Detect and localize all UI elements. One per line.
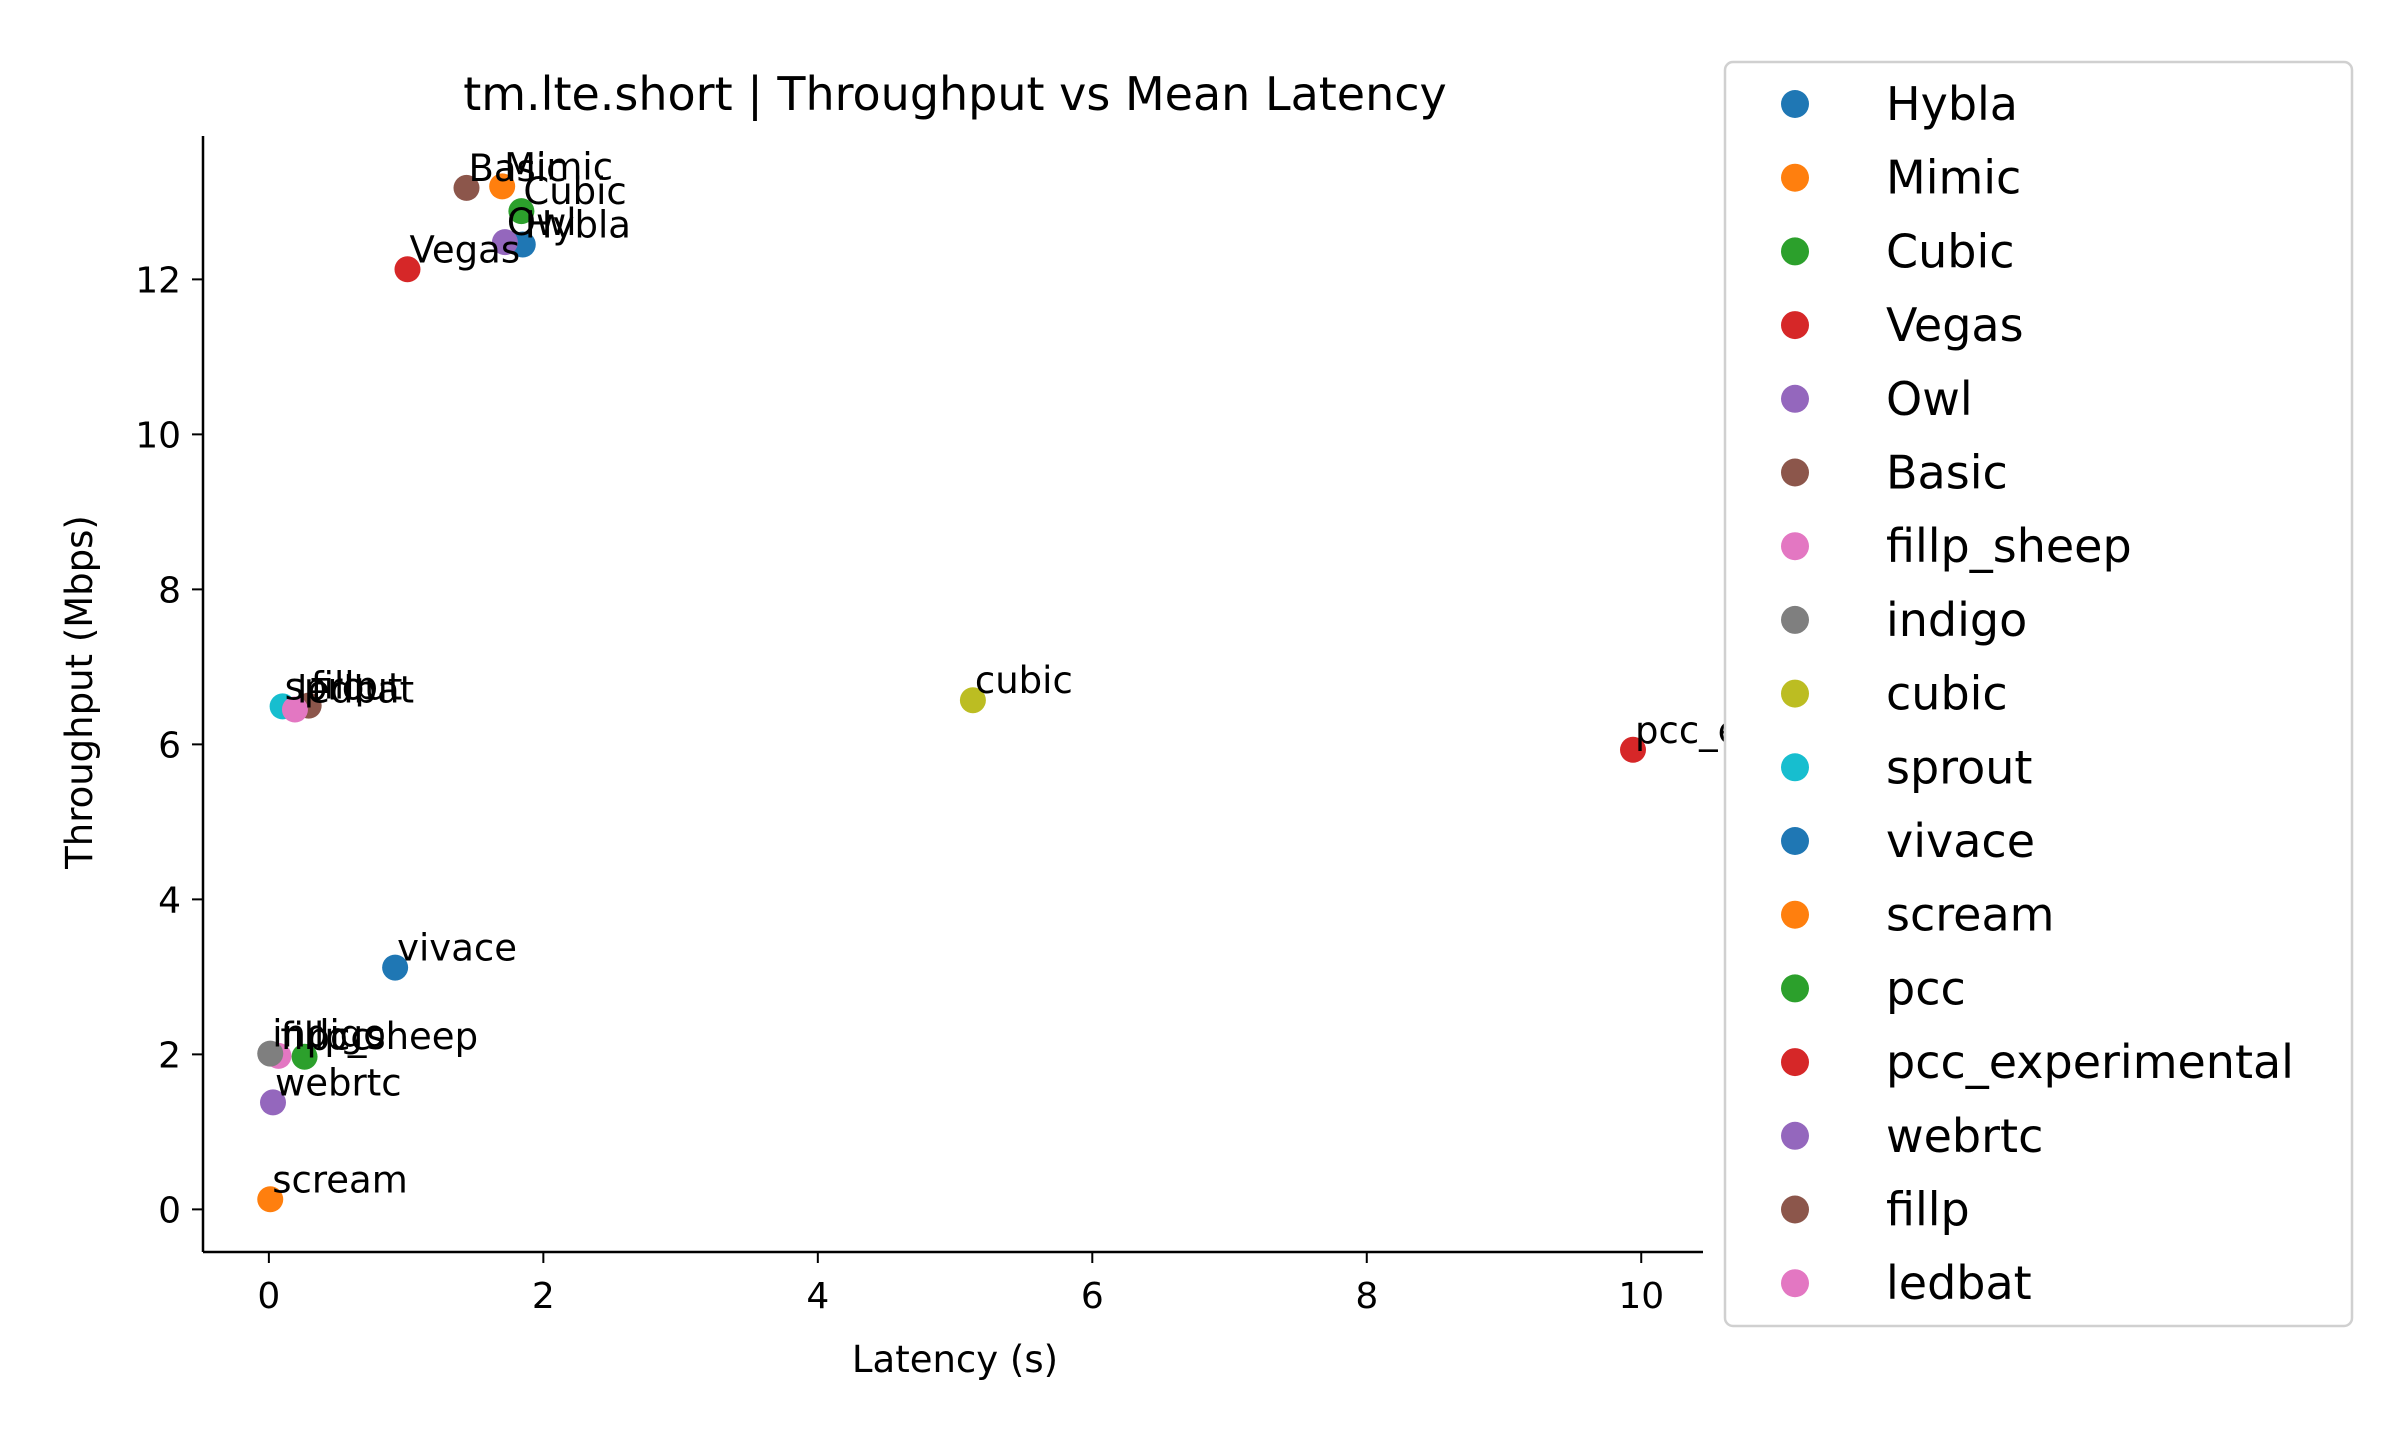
legend-box (1723, 60, 2354, 1328)
data-point-scream (257, 1186, 284, 1213)
x-tick-label: 8 (1355, 1276, 1378, 1317)
y-tick-label: 10 (135, 415, 181, 456)
legend-marker-Hybla (1781, 90, 1809, 118)
x-tick-label: 2 (532, 1276, 555, 1317)
data-label-Basic: Basic (468, 147, 566, 190)
legend-marker-Cubic (1781, 237, 1809, 266)
chart-title: tm.lte.short | Throughput vs Mean Latenc… (463, 67, 1447, 122)
legend-label-Cubic: Cubic (1886, 224, 2015, 278)
legend-label-sprout: sprout (1886, 740, 2032, 794)
y-tick-label: 12 (135, 260, 181, 301)
data-point-Vegas (394, 256, 421, 283)
data-point-ledbat (281, 696, 308, 723)
x-tick-label: 10 (1618, 1276, 1664, 1317)
data-label-vivace: vivace (397, 927, 517, 970)
legend-label-ledbat: ledbat (1886, 1256, 2032, 1310)
legend-marker-Mimic (1781, 163, 1809, 192)
data-label-ledbat: ledbat (297, 669, 414, 712)
x-tick-label: 6 (1081, 1276, 1104, 1317)
data-point-indigo (257, 1040, 284, 1067)
data-label-fillp_sheep: fillp_sheep (280, 1015, 478, 1058)
legend-label-cubic: cubic (1886, 667, 2008, 721)
x-axis-label: Latency (s) (852, 1338, 1058, 1381)
legend-marker-sprout (1781, 753, 1809, 782)
data-point-Mimic (489, 173, 516, 200)
data-label-Cubic: Cubic (523, 170, 626, 213)
legend-marker-cubic (1781, 679, 1809, 708)
data-point-pcc_experimental (1620, 736, 1647, 763)
data-point-pcc (291, 1043, 318, 1070)
y-tick-label: 0 (158, 1190, 181, 1231)
data-label-pcc: pcc (307, 1016, 371, 1059)
legend-marker-Vegas (1781, 311, 1809, 340)
data-point-vivace (382, 954, 409, 981)
axes: 0 2 4 6 8 10 0 2 4 6 8 10 12 (135, 136, 1703, 1317)
legend-marker-vivace (1781, 827, 1809, 855)
data-label-Vegas: Vegas (409, 228, 520, 271)
legend-marker-scream (1781, 900, 1809, 929)
legend-label-fillp_sheep: fillp_sheep (1886, 519, 2132, 573)
y-tick-label: 2 (158, 1035, 181, 1076)
legend-label-indigo: indigo (1886, 593, 2027, 647)
data-point-Basic (453, 174, 480, 201)
legend-label-webrtc: webrtc (1886, 1109, 2043, 1163)
data-label-Hybla: Hybla (525, 204, 631, 247)
data-label-Owl: Owl (507, 201, 577, 244)
legend-marker-fillp (1781, 1195, 1809, 1224)
legend-label-Owl: Owl (1886, 372, 1973, 426)
data-label-Mimic: Mimic (504, 145, 613, 188)
legend-label-scream: scream (1886, 888, 2054, 942)
data-label-sprout: sprout (285, 665, 403, 708)
legend-label-vivace: vivace (1886, 814, 2035, 868)
legend-label-pcc: pcc (1886, 961, 1966, 1015)
data-points (257, 173, 1647, 1213)
legend-marker-pcc_experimental (1781, 1048, 1809, 1077)
legend-marker-Owl (1781, 384, 1809, 413)
legend-marker-webrtc (1781, 1121, 1809, 1150)
legend-marker-Basic (1781, 458, 1809, 487)
legend: Hybla Mimic Cubic Vegas Owl Basic fillp_sheepi… (1723, 60, 2354, 1328)
legend-marker-fillp_sheep (1781, 532, 1809, 561)
legend-label-Mimic: Mimic (1886, 151, 2021, 205)
data-point-webrtc (259, 1089, 286, 1116)
legend-label-pcc_experimental: pcc_experimental (1886, 1035, 2294, 1089)
data-label-indigo: indigo (272, 1013, 386, 1056)
y-tick-label: 8 (158, 570, 181, 611)
legend-label-Vegas: Vegas (1886, 298, 2024, 352)
legend-label-Hybla: Hybla (1886, 77, 2018, 131)
data-point-Cubic (508, 198, 535, 225)
legend-marker-ledbat (1781, 1269, 1809, 1298)
data-point-Owl (491, 229, 518, 256)
legend-marker-pcc (1781, 974, 1809, 1003)
legend-marker-indigo (1781, 605, 1809, 634)
y-axis-label: Throughput (Mbps) (58, 515, 101, 870)
x-tick-label: 4 (806, 1276, 829, 1317)
data-point-cubic (959, 687, 986, 714)
legend-label-Basic: Basic (1886, 446, 2008, 500)
y-tick-label: 4 (158, 880, 181, 921)
data-label-fillp: fillp (311, 665, 378, 708)
data-label-cubic: cubic (975, 659, 1073, 702)
data-label-webrtc: webrtc (275, 1061, 402, 1104)
x-tick-label: 0 (257, 1276, 280, 1317)
data-label-scream: scream (272, 1158, 408, 1201)
legend-label-fillp: fillp (1886, 1183, 1970, 1237)
y-tick-label: 6 (158, 725, 181, 766)
